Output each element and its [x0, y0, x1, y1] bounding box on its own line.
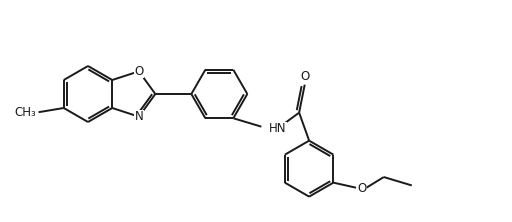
Text: O: O	[357, 182, 366, 195]
Text: O: O	[134, 65, 143, 78]
Text: O: O	[300, 70, 309, 83]
Text: N: N	[135, 110, 143, 123]
Text: CH₃: CH₃	[15, 106, 36, 119]
Text: HN: HN	[269, 122, 287, 135]
